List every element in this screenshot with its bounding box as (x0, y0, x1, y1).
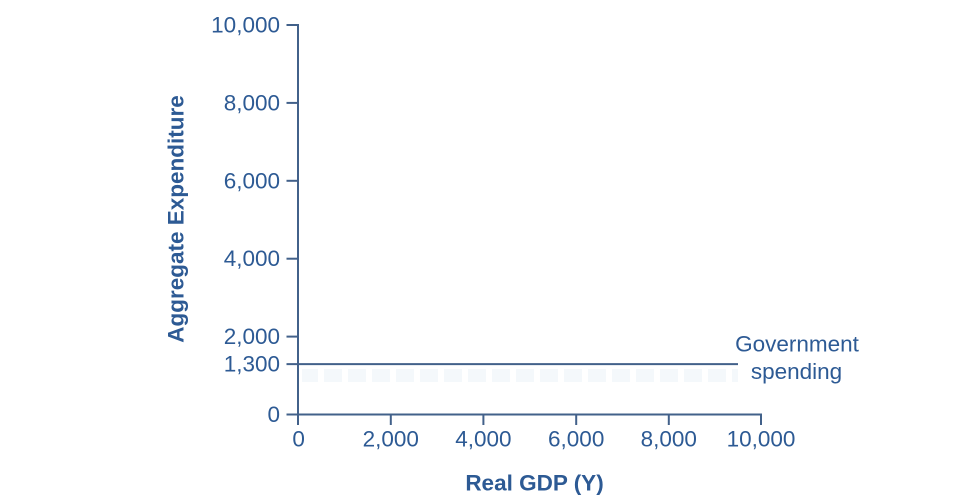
svg-text:2,000: 2,000 (224, 324, 280, 349)
svg-text:0: 0 (267, 402, 280, 427)
svg-text:6,000: 6,000 (548, 427, 604, 452)
svg-text:1,300: 1,300 (224, 352, 280, 377)
svg-text:Aggregate Expenditure: Aggregate Expenditure (164, 95, 189, 343)
svg-text:10,000: 10,000 (211, 13, 280, 38)
svg-text:0: 0 (292, 427, 305, 452)
svg-text:4,000: 4,000 (224, 246, 280, 271)
svg-text:8,000: 8,000 (224, 90, 280, 115)
svg-text:6,000: 6,000 (224, 168, 280, 193)
svg-text:Real GDP (Y): Real GDP (Y) (465, 471, 603, 496)
svg-text:Government: Government (735, 332, 860, 357)
svg-text:10,000: 10,000 (727, 427, 796, 452)
svg-text:spending: spending (751, 359, 842, 384)
svg-text:8,000: 8,000 (641, 427, 697, 452)
svg-text:2,000: 2,000 (363, 427, 419, 452)
svg-text:4,000: 4,000 (455, 427, 511, 452)
